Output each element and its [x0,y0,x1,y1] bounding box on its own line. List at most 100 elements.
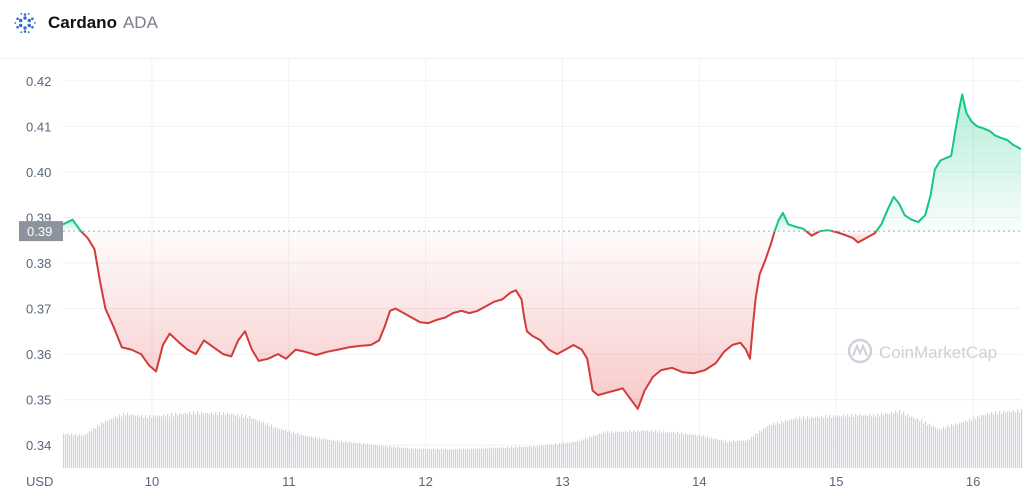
volume-bar [491,448,493,468]
volume-bar [139,416,141,468]
volume-bar [205,412,207,468]
volume-bar [775,424,777,468]
volume-bar [167,413,169,468]
volume-bar [959,422,961,468]
volume-bar [869,414,871,468]
volume-bar [453,449,455,468]
volume-bar [563,442,565,468]
volume-bar [241,414,243,468]
volume-bar [941,429,943,468]
volume-bar [279,428,281,468]
volume-bar [393,446,395,468]
volume-bar [549,444,551,468]
volume-bar [925,421,927,468]
volume-bar [499,447,501,468]
volume-bar [351,442,353,468]
volume-bar [107,420,109,468]
volume-bar [365,444,367,468]
reference-price-label: 0.39 [27,224,52,239]
volume-bar [517,447,519,468]
volume-bar [743,440,745,468]
volume-bar [573,441,575,468]
volume-bar [537,445,539,468]
volume-bar [463,448,465,468]
volume-bar [719,440,721,468]
volume-bar [995,411,997,468]
volume-bar [545,444,547,468]
volume-bar [169,416,171,468]
volume-bar [741,440,743,468]
volume-bar [523,446,525,468]
volume-bar [991,412,993,468]
volume-bar [823,418,825,468]
volume-bar [895,410,897,468]
volume-bar [281,429,283,468]
volume-bar [713,438,715,468]
volume-bar [479,448,481,468]
volume-bar [467,448,469,468]
volume-bar [377,445,379,468]
volume-bar [267,423,269,468]
volume-bar [683,434,685,468]
volume-bar [131,414,133,468]
volume-bar [957,424,959,468]
volume-bar [1011,411,1013,468]
volume-bar [1001,413,1003,468]
volume-bar [309,437,311,468]
coin-symbol: ADA [122,13,158,32]
volume-bar [861,415,863,468]
volume-bar [503,447,505,468]
volume-bar [983,415,985,468]
volume-bar [599,433,601,468]
volume-bar [271,424,273,468]
volume-bar [189,411,191,468]
volume-bar [425,448,427,468]
volume-bar [867,416,869,468]
volume-bar [223,412,225,468]
volume-bar [521,446,523,468]
volume-bar [841,416,843,468]
volume-bar [415,448,417,468]
volume-bar [891,411,893,468]
volume-bar [585,437,587,468]
volume-bar [371,444,373,468]
volume-bar [125,415,127,468]
volume-bar [651,430,653,468]
volume-bar [119,414,121,468]
volume-bar [843,414,845,468]
volume-bar [229,414,231,468]
volume-bar [955,423,957,468]
volume-bar [609,433,611,468]
volume-bar [751,436,753,468]
volume-bar [825,415,827,468]
volume-bar [885,413,887,468]
volume-bar [63,433,65,468]
volume-bar [699,434,701,468]
volume-bar [275,426,277,468]
volume-bar [931,426,933,468]
y-tick-label: 0.35 [26,393,51,408]
volume-bar [469,449,471,468]
volume-bar [863,415,865,468]
volume-bar [367,443,369,468]
volume-bar [187,414,189,468]
y-tick-label: 0.41 [26,119,51,134]
volume-bar [507,446,509,468]
volume-bar [495,448,497,468]
volume-bar [233,414,235,468]
volume-bar [817,416,819,468]
volume-bar [915,419,917,468]
volume-bar [835,416,837,468]
volume-bar [831,417,833,468]
volume-bar [815,417,817,468]
volume-bar [945,428,947,468]
volume-bar [531,447,533,468]
volume-bar [723,441,725,468]
volume-bar [681,432,683,468]
volume-bar [833,415,835,468]
volume-bar [929,423,931,468]
volume-bar [97,424,99,468]
volume-bar [909,416,911,468]
volume-bar [149,415,151,468]
